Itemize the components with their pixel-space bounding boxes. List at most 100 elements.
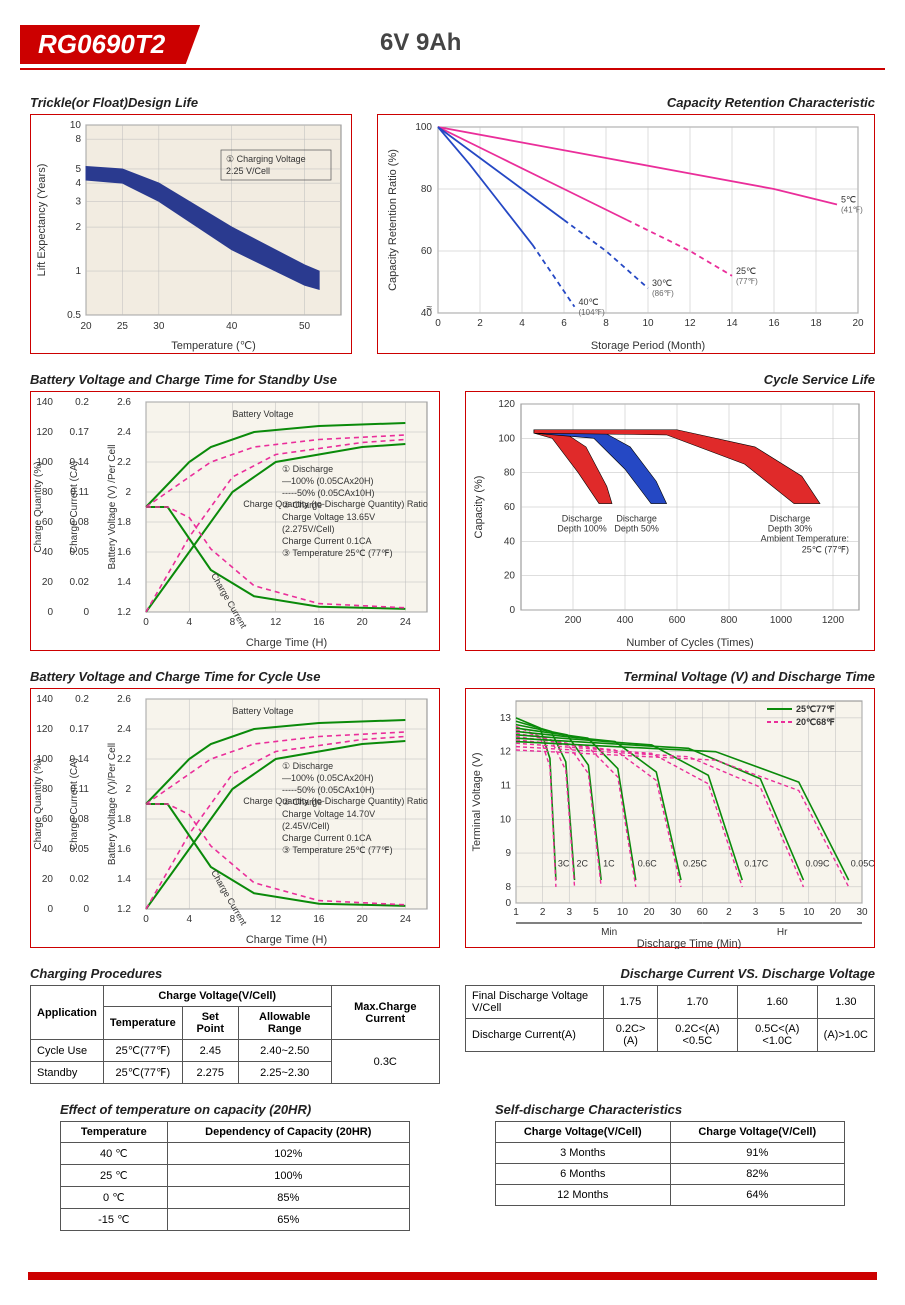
svg-text:(86℉): (86℉) (652, 289, 674, 298)
svg-text:0.25C: 0.25C (683, 859, 708, 869)
svg-text:2.25 V/Cell: 2.25 V/Cell (226, 166, 270, 176)
svg-text:8: 8 (603, 318, 609, 329)
svg-text:40℃: 40℃ (579, 297, 599, 307)
svg-text:60: 60 (504, 502, 516, 513)
svg-text:③ Temperature 25℃ (77℉): ③ Temperature 25℃ (77℉) (282, 845, 393, 855)
svg-text:30: 30 (856, 907, 868, 918)
chart2-box: 02468101214161820406080100≈5℃(41℉)25℃(77… (377, 114, 875, 354)
svg-text:2: 2 (75, 222, 81, 233)
row-2: Battery Voltage and Charge Time for Stan… (30, 372, 875, 651)
svg-text:24: 24 (400, 617, 412, 628)
svg-text:③ Temperature 25℃ (77℉): ③ Temperature 25℃ (77℉) (282, 548, 393, 558)
page-header: RG0690T2 6V 9Ah (20, 25, 885, 75)
svg-text:120: 120 (498, 399, 515, 410)
svg-text:0: 0 (435, 318, 441, 329)
svg-text:0.2: 0.2 (75, 694, 89, 705)
svg-text:0.6C: 0.6C (638, 859, 658, 869)
chart4-title: Cycle Service Life (465, 372, 875, 387)
svg-text:12: 12 (270, 914, 282, 925)
svg-text:3: 3 (75, 196, 81, 207)
svg-text:2.4: 2.4 (117, 724, 131, 735)
svg-text:4: 4 (75, 178, 81, 189)
svg-text:3C: 3C (558, 859, 570, 869)
panel-table-self: Self-discharge Characteristics Charge Vo… (465, 1102, 875, 1231)
svg-text:0: 0 (505, 898, 511, 909)
svg-text:140: 140 (36, 397, 53, 408)
svg-text:0: 0 (509, 605, 515, 616)
svg-text:10: 10 (500, 814, 512, 825)
svg-text:Battery Voltage (V) /Per Cell: Battery Voltage (V) /Per Cell (107, 444, 118, 569)
svg-text:(77℉): (77℉) (736, 277, 758, 286)
chart3-title: Battery Voltage and Charge Time for Stan… (30, 372, 440, 387)
svg-text:Min: Min (601, 927, 617, 938)
svg-text:20: 20 (357, 914, 369, 925)
table-temp: TemperatureDependency of Capacity (20HR)… (60, 1121, 410, 1231)
panel-chart3: Battery Voltage and Charge Time for Stan… (30, 372, 440, 651)
svg-text:1.2: 1.2 (117, 607, 131, 618)
svg-text:8: 8 (505, 882, 511, 893)
panel-table-discharge: Discharge Current VS. Discharge Voltage … (465, 966, 875, 1084)
svg-text:25℃77℉: 25℃77℉ (796, 704, 835, 714)
svg-text:20: 20 (504, 571, 516, 582)
svg-text:2.6: 2.6 (117, 397, 131, 408)
svg-text:20: 20 (80, 321, 92, 332)
panel-chart2: Capacity Retention Characteristic 024681… (377, 95, 875, 354)
svg-text:Charge Current (CA): Charge Current (CA) (69, 461, 80, 553)
svg-text:Discharge Time (Min): Discharge Time (Min) (637, 938, 742, 949)
chart5-box: 04812162024020406080100120140Charge Quan… (30, 688, 440, 948)
svg-text:1000: 1000 (770, 615, 793, 626)
svg-text:Capacity Retention Ratio (%): Capacity Retention Ratio (%) (387, 149, 399, 291)
svg-text:Discharge: Discharge (616, 514, 657, 524)
svg-text:400: 400 (617, 615, 634, 626)
table-charging: ApplicationCharge Voltage(V/Cell)Max.Cha… (30, 985, 440, 1084)
svg-text:25: 25 (117, 321, 129, 332)
svg-text:0: 0 (143, 617, 149, 628)
svg-text:800: 800 (721, 615, 738, 626)
svg-text:30℃: 30℃ (652, 278, 672, 288)
svg-text:Depth 30%: Depth 30% (768, 524, 813, 534)
svg-text:-----50% (0.05CAx10H): -----50% (0.05CAx10H) (282, 785, 375, 795)
svg-text:Depth 100%: Depth 100% (557, 524, 607, 534)
svg-text:5: 5 (75, 164, 81, 175)
svg-text:0: 0 (47, 607, 53, 618)
svg-text:0.5: 0.5 (67, 310, 81, 321)
svg-text:Lift Expectancy (Years): Lift Expectancy (Years) (36, 164, 48, 277)
svg-text:1.6: 1.6 (117, 844, 131, 855)
panel-chart1: Trickle(or Float)Design Life 0.512345810… (30, 95, 352, 354)
svg-text:80: 80 (421, 184, 433, 195)
svg-text:5: 5 (779, 907, 785, 918)
svg-text:4: 4 (186, 914, 192, 925)
svg-text:3: 3 (566, 907, 572, 918)
svg-text:80: 80 (504, 468, 516, 479)
chart1-box: 0.5123458102025304050① Charging Voltage2… (30, 114, 352, 354)
row-1: Trickle(or Float)Design Life 0.512345810… (30, 95, 875, 354)
panel-chart5: Battery Voltage and Charge Time for Cycl… (30, 669, 440, 948)
svg-text:—100% (0.05CAx20H): —100% (0.05CAx20H) (282, 773, 374, 783)
table-discharge-title: Discharge Current VS. Discharge Voltage (465, 966, 875, 981)
svg-text:1: 1 (75, 266, 81, 277)
svg-text:2: 2 (477, 318, 483, 329)
svg-text:60: 60 (697, 907, 709, 918)
svg-text:30: 30 (153, 321, 165, 332)
svg-text:1200: 1200 (822, 615, 845, 626)
svg-text:4: 4 (186, 617, 192, 628)
svg-text:Discharge: Discharge (770, 514, 811, 524)
svg-text:50: 50 (299, 321, 311, 332)
svg-text:0.2: 0.2 (75, 397, 89, 408)
svg-text:Battery Voltage (V)/Per Cell: Battery Voltage (V)/Per Cell (107, 743, 118, 865)
svg-text:600: 600 (669, 615, 686, 626)
svg-text:Storage Period (Month): Storage Period (Month) (591, 340, 705, 352)
svg-text:(104℉): (104℉) (579, 308, 606, 317)
svg-text:2: 2 (540, 907, 546, 918)
row-4: Charging Procedures ApplicationCharge Vo… (30, 966, 875, 1084)
svg-text:Depth 50%: Depth 50% (614, 524, 659, 534)
svg-text:1.6: 1.6 (117, 547, 131, 558)
svg-text:Charge Voltage 13.65V: Charge Voltage 13.65V (282, 512, 375, 522)
chart3-box: 04812162024020406080100120140Charge Quan… (30, 391, 440, 651)
svg-text:Charge Quantity (%): Charge Quantity (%) (33, 758, 44, 849)
svg-text:Temperature (℃): Temperature (℃) (171, 340, 256, 352)
chart6-box: 08910111213123510203060235102030MinHr3C2… (465, 688, 875, 948)
table-self: Charge Voltage(V/Cell)Charge Voltage(V/C… (495, 1121, 845, 1206)
svg-text:2C: 2C (577, 859, 589, 869)
svg-text:0.17C: 0.17C (744, 859, 769, 869)
